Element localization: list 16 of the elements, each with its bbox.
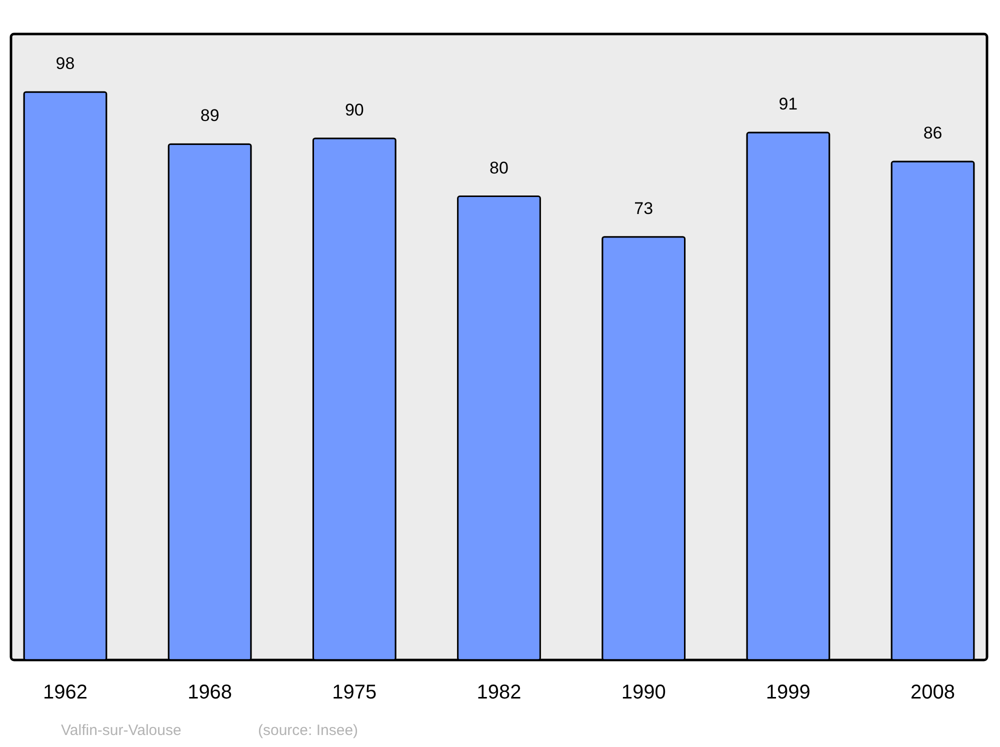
- x-tick-label: 1999: [766, 682, 810, 704]
- text: (source: Insee): [258, 722, 358, 739]
- data-label: 89: [200, 106, 220, 126]
- text: Valfin-sur-Valouse: [61, 722, 182, 739]
- data-label: 98: [56, 54, 75, 73]
- data-label: 86: [923, 124, 942, 143]
- x-tick-label: 1968: [188, 682, 232, 704]
- data-label: 90: [344, 100, 364, 120]
- data-label: 73: [634, 198, 654, 218]
- x-tick-label: 1975: [332, 682, 377, 704]
- data-label: 91: [778, 94, 798, 114]
- x-tick-label: 1990: [621, 682, 666, 704]
- data-label: 80: [490, 158, 508, 178]
- x-tick-label: 1982: [476, 682, 522, 704]
- x-tick-label: 1962: [42, 682, 88, 704]
- x-tick-label: 2008: [910, 682, 956, 704]
